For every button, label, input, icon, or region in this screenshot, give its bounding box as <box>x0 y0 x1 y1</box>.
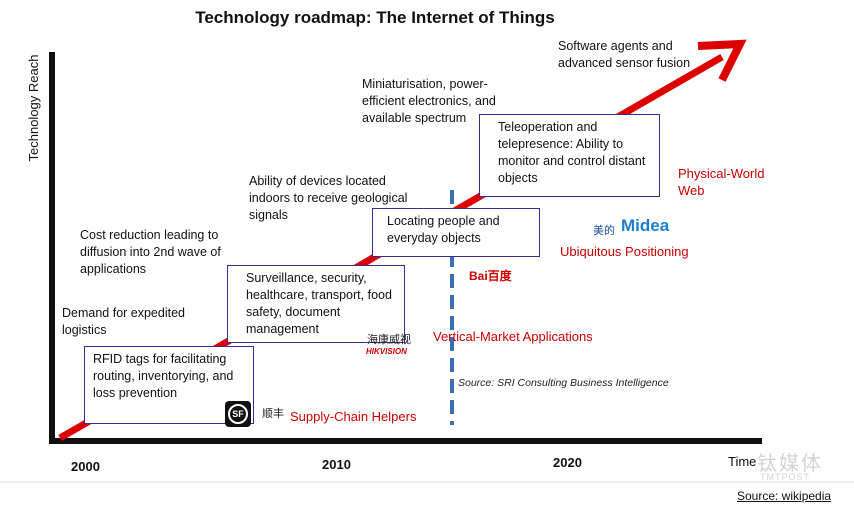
hikvision-logo-cn: 海康威视 <box>367 334 411 346</box>
annotation-demand: Demand for expedited logistics <box>62 306 185 337</box>
annotation-miniaturisation: Miniaturisation, power-efficient electro… <box>362 77 496 125</box>
annotation-ability: Ability of devices located indoors to re… <box>249 174 408 222</box>
watermark-en: TMTPOST <box>760 472 810 482</box>
x-tick-2010: 2010 <box>322 457 351 472</box>
watermark-cn: 钛媒体 <box>757 453 823 475</box>
diagram-title: Technology roadmap: The Internet of Thin… <box>195 8 555 27</box>
credit-link[interactable]: Source: wikipedia <box>737 489 832 503</box>
phase-vertical: Vertical-Market Applications <box>433 329 593 344</box>
x-tick-2020: 2020 <box>553 455 582 470</box>
x-axis-label: Time <box>728 454 757 469</box>
annotation-cost: Cost reduction leading to diffusion into… <box>80 228 221 276</box>
midea-logo-en: Midea <box>621 216 670 235</box>
phase-physical: Physical-World Web <box>678 166 765 198</box>
hikvision-logo-en: HIKVISION <box>366 347 407 356</box>
box-surveillance: Surveillance, security, healthcare, tran… <box>227 265 405 343</box>
sf-logo: SF <box>225 401 251 427</box>
roadmap-arrowhead <box>697 39 747 82</box>
phase-ubiquitous: Ubiquitous Positioning <box>560 244 689 259</box>
box-locating: Locating people and everyday objects <box>372 208 540 257</box>
baidu-logo: Bai百度 <box>469 269 512 283</box>
source-note: Source: SRI Consulting Business Intellig… <box>458 377 669 389</box>
midea-logo-cn: 美的 <box>593 225 615 237</box>
sf-logo-text: 顺丰 <box>262 408 284 420</box>
sf-logo-mark: SF <box>228 404 248 424</box>
box-teleoperation: Teleoperation and telepresence: Ability … <box>479 114 660 197</box>
phase-supply-chain: Supply-Chain Helpers <box>290 409 417 424</box>
x-tick-2000: 2000 <box>71 459 100 474</box>
annotation-software: Software agents and advanced sensor fusi… <box>558 39 691 70</box>
